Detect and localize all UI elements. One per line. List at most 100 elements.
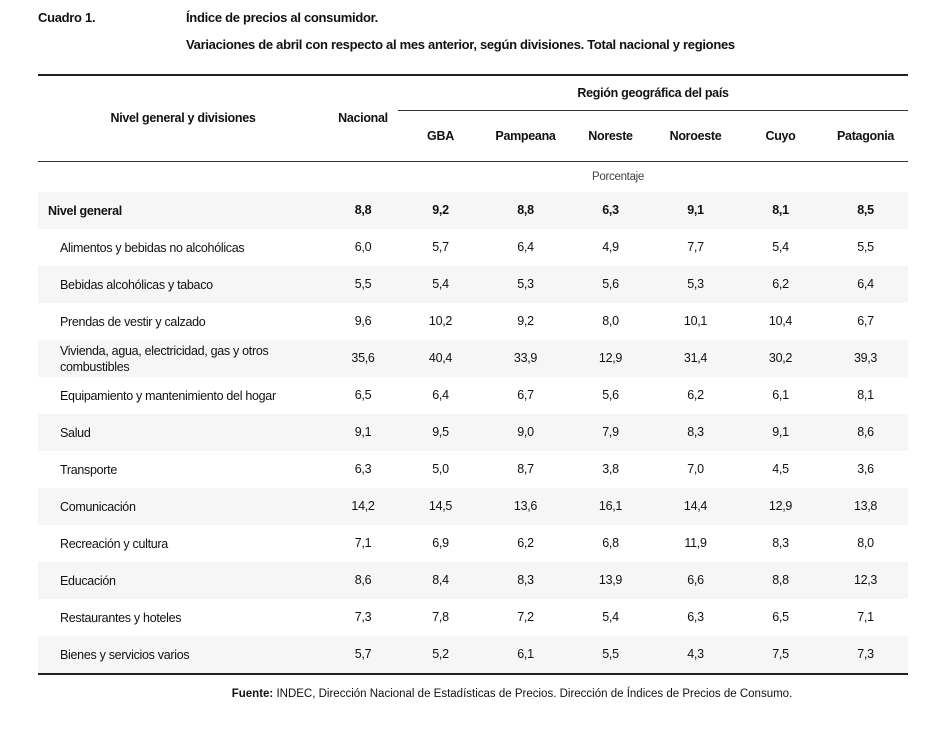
cell-value: 31,4 [683,351,708,365]
cell-value: 6,4 [432,388,449,402]
cell-value: 9,5 [432,425,449,439]
cell-value: 7,5 [738,636,823,675]
cell-value: 5,7 [328,636,398,675]
cell-value: 8,3 [517,573,534,587]
table-row: Restaurantes y hoteles 7,3 7,8 7,2 5,4 6,3 6,5… [38,599,908,636]
cell-value: 8,1 [857,388,874,402]
cell-value: 6,6 [687,573,704,587]
cell-value: 6,4 [517,240,534,254]
cell-value: 30,2 [768,351,793,365]
cell-value: 6,5 [354,388,372,402]
cell-value: 7,2 [517,610,534,624]
table-row: Recreación y cultura 7,1 6,9 6,2 6,8 11,9 8,3 8… [38,525,908,562]
table-row: Salud 9,1 9,5 9,0 7,9 8,3 9,1 8,6 [38,414,909,451]
cell-value: 5,4 [432,277,449,291]
table-row: Equipamiento y mantenimiento del hogar 6,… [38,377,908,414]
cell-value: 7,1 [857,610,874,624]
cell-value: 16,1 [598,499,623,513]
source-label: Fuente: [231,688,274,700]
cell-value: 7,1 [354,536,372,550]
row-label: Nivel general [48,203,122,218]
cell-value: 8,6 [857,425,874,439]
header-region: Noreste [568,110,653,162]
cell-value: 5,6 [602,277,619,291]
table-title: Índice de precios al consumidor. [186,10,378,25]
cell-value: 7,3 [823,636,909,675]
row-label: Educación [60,573,116,588]
cell-value: 6,2 [772,277,789,291]
row-label: Bebidas alcohólicas y tabaco [60,277,213,292]
table-subtitle: Variaciones de abril con respecto al mes… [186,37,735,52]
cell-value: 8,1 [772,203,789,217]
table-row: Prendas de vestir y calzado 9,6 10,2 9,2 8,0… [38,303,908,340]
cell-value: 12,9 [598,351,623,365]
row-label: Alimentos y bebidas no alcohólicas [60,240,245,255]
cell-value: 8,8 [772,573,789,587]
row-label: Prendas de vestir y calzado [60,314,206,329]
cell-value: 7,9 [602,425,619,439]
cell-value: 7,0 [687,462,704,476]
cell-value: 9,2 [517,314,534,328]
cell-value: 13,9 [598,573,623,587]
cell-value: 6,1 [483,636,568,675]
cell-value: 13,8 [853,499,878,513]
table-row: Transporte 6,3 5,0 8,7 3,8 7,0 4,5 3,6 [38,451,908,488]
row-label: Bienes y servicios varios [38,636,328,675]
cell-value: 9,0 [517,425,534,439]
cell-value: 8,5 [857,203,874,217]
cell-value: 14,5 [428,499,453,513]
table-row: Comunicación 14,2 14,5 13,6 16,1 14,4 12,9 13,8 [38,488,909,525]
header-region: Patagonia [823,110,909,162]
cell-value: 6,1 [772,388,789,402]
cell-value: 7,8 [432,610,449,624]
cell-value: 6,3 [354,462,372,476]
source-note: Fuente: INDEC, Dirección Nacional de Est… [0,687,950,701]
cell-value: 14,2 [351,499,375,513]
cell-value: 40,4 [428,351,453,365]
cell-value: 8,3 [687,425,704,439]
table-row: Bienes y servicios varios 5,7 5,2 6,1 5,5 4,3… [38,636,909,675]
row-label: Comunicación [60,499,136,514]
unit-label: Porcentaje [592,171,645,183]
header-region-group: Región geográfica del país [398,75,909,111]
row-label: Transporte [60,462,117,477]
cell-value: 6,7 [857,314,874,328]
cell-value: 8,6 [354,573,372,587]
table-number: Cuadro 1. [38,10,96,25]
cell-value: 13,6 [513,499,538,513]
cell-value: 8,3 [772,536,789,550]
cell-value: 9,1 [354,425,372,439]
row-label: Restaurantes y hoteles [60,610,182,625]
cell-value: 6,2 [517,536,534,550]
header-region: Noroeste [653,110,738,162]
cell-value: 6,3 [687,610,704,624]
cell-value: 5,6 [602,388,619,402]
table-row: Bebidas alcohólicas y tabaco 5,5 5,4 5,3 5,6… [38,266,909,303]
cell-value: 9,2 [432,203,449,217]
cell-value: 6,4 [857,277,874,291]
cell-value: 5,5 [568,636,653,675]
cell-value: 12,3 [853,573,878,587]
cell-value: 10,2 [428,314,453,328]
cell-value: 39,3 [853,351,878,365]
cell-value: 6,5 [772,610,789,624]
cell-value: 8,4 [432,573,449,587]
cell-value: 4,3 [653,636,738,675]
cpi-table: Nivel general y divisiones Nacional Regi… [38,74,909,675]
cell-value: 5,4 [602,610,619,624]
cell-value: 5,2 [398,636,483,675]
row-label: Equipamiento y mantenimiento del hogar [60,388,276,403]
cell-value: 6,7 [517,388,534,402]
cell-value: 8,0 [857,536,874,550]
cell-value: 6,0 [354,240,372,254]
header-divisions: Nivel general y divisiones [38,75,328,162]
header-nacional: Nacional [328,75,398,162]
table-row: Alimentos y bebidas no alcohólicas 6,0 5,7… [38,229,908,266]
row-label: Salud [60,425,91,440]
cell-value: 5,5 [857,240,874,254]
header-region: Pampeana [483,110,568,162]
cell-value: 3,8 [602,462,619,476]
row-label: Recreación y cultura [60,536,168,551]
cell-value: 5,0 [432,462,449,476]
cell-value: 8,8 [354,203,372,217]
